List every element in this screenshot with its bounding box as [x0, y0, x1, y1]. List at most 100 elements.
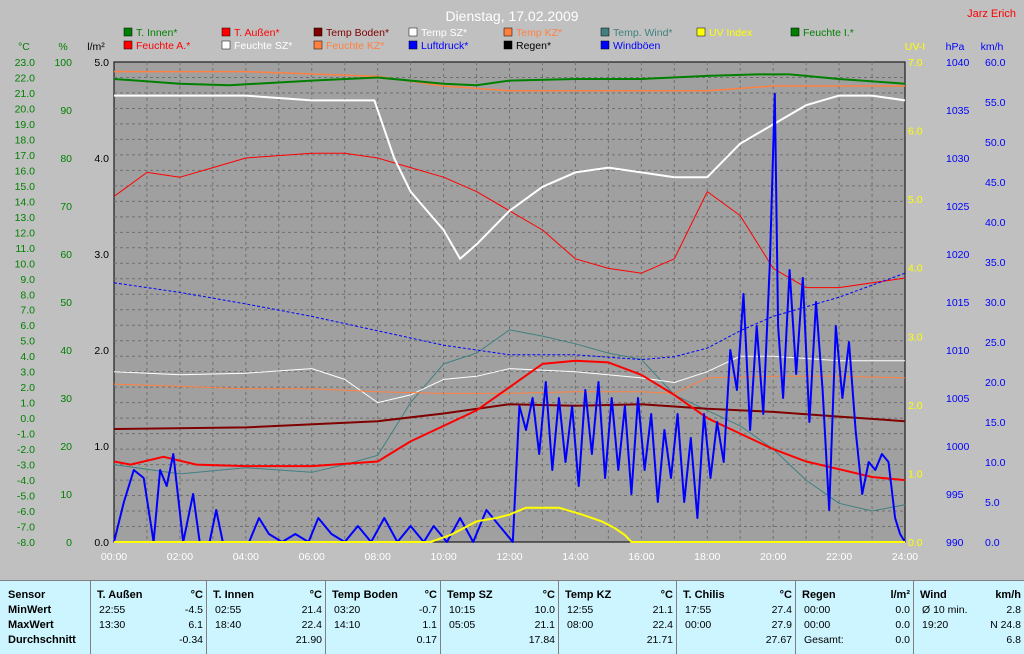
- legend-label: Feuchte I.*: [803, 27, 854, 39]
- temp-tick-label: 7.0: [20, 305, 35, 317]
- temp-tick-label: 17.0: [15, 150, 36, 162]
- weather-chart: Dienstag, 17.02.2009 Jarz Erich T. Innen…: [14, 8, 1016, 563]
- pressure-tick-label: 1010: [946, 345, 970, 357]
- temp-tick-label: 1.0: [20, 398, 35, 410]
- time-tick-label: 06:00: [299, 551, 325, 563]
- uv-tick-label: 5.0: [908, 194, 923, 206]
- legend-swatch: [503, 40, 513, 50]
- wind-tick-label: 10.0: [985, 457, 1006, 469]
- uv-tick-label: 7.0: [908, 57, 923, 69]
- rain-tick-label: 0.0: [94, 537, 109, 549]
- stats-avg-value: 17.84: [528, 634, 555, 646]
- humidity-tick-label: 0: [66, 537, 72, 549]
- pressure-tick-label: 1035: [946, 105, 970, 117]
- series-uv-index: [114, 506, 905, 543]
- pressure-axis-unit: hPa: [946, 41, 965, 53]
- stats-group: T. Innen °C 02:55 21.4 18:40 22.4 21.90: [206, 581, 326, 654]
- time-tick-label: 00:00: [101, 551, 127, 563]
- time-tick-label: 12:00: [496, 551, 522, 563]
- legend-label: Luftdruck*: [421, 40, 468, 52]
- legend-swatch: [600, 27, 610, 37]
- legend-swatch: [123, 40, 133, 50]
- time-tick-label: 20:00: [760, 551, 786, 563]
- stats-max-time: 00:00: [685, 619, 712, 631]
- temp-tick-label: 4.0: [20, 351, 35, 363]
- temp-tick-label: 10.0: [15, 258, 36, 270]
- legend-label: T. Innen*: [136, 27, 177, 39]
- time-tick-label: 10:00: [430, 551, 456, 563]
- grid: [114, 62, 905, 542]
- pressure-tick-label: 1025: [946, 201, 970, 213]
- stats-max-time: 18:40: [215, 619, 242, 631]
- temp-tick-label: 2.0: [20, 382, 35, 394]
- stats-group-unit: °C: [542, 589, 555, 601]
- temp-tick-label: -2.0: [17, 444, 35, 456]
- series-feuchte-sz: [114, 94, 906, 260]
- stats-group-unit: l/m²: [890, 589, 910, 601]
- stats-group: Temp Boden °C 03:20 -0.7 14:10 1.1 0.17: [325, 581, 441, 654]
- time-tick-label: 24:00: [892, 551, 918, 563]
- stats-min-time: 10:15: [449, 604, 476, 616]
- temp-tick-label: 18.0: [15, 134, 36, 146]
- series-temp-wind: [113, 329, 906, 512]
- stats-group-name: Temp Boden: [332, 589, 398, 601]
- stats-group-name: Temp SZ: [447, 589, 493, 601]
- uv-tick-label: 2.0: [908, 400, 923, 412]
- author-label: Jarz Erich: [967, 8, 1016, 20]
- stats-min-time: 03:20: [334, 604, 361, 616]
- wind-tick-label: 55.0: [985, 97, 1006, 109]
- humidity-tick-label: 100: [54, 57, 72, 69]
- humidity-tick-label: 30: [60, 393, 72, 405]
- rain-tick-label: 1.0: [94, 441, 109, 453]
- stats-min-value: 21.1: [652, 604, 673, 616]
- uv-tick-label: 6.0: [908, 126, 923, 138]
- series-t-au-en: [113, 359, 906, 482]
- time-tick-label: 18:00: [694, 551, 720, 563]
- stats-group: Temp SZ °C 10:15 10.0 05:05 21.1 17.84: [440, 581, 559, 654]
- humidity-axis-unit: %: [58, 41, 67, 53]
- wind-tick-label: 40.0: [985, 217, 1006, 229]
- uv-tick-label: 1.0: [908, 468, 923, 480]
- temp-tick-label: -5.0: [17, 491, 35, 503]
- legend-swatch: [221, 27, 231, 37]
- temp-tick-label: 14.0: [15, 196, 36, 208]
- series-temp-kz: [113, 375, 906, 394]
- wind-tick-label: 25.0: [985, 337, 1006, 349]
- series-layer: [113, 70, 906, 543]
- stats-avg-value: 0.0: [895, 634, 910, 646]
- stats-avg-value: 21.71: [646, 634, 673, 646]
- temp-tick-label: -4.0: [17, 475, 35, 487]
- wind-axis-unit: km/h: [981, 41, 1004, 53]
- wind-tick-label: 5.0: [985, 497, 1000, 509]
- rain-tick-label: 4.0: [94, 153, 109, 165]
- pressure-tick-label: 1000: [946, 441, 970, 453]
- stats-group-name: Temp KZ: [565, 589, 612, 601]
- stats-group-name: Regen: [802, 589, 836, 601]
- axes: °C% l/m² UV-I hPa km/h 23.0 22.0 21.0 20.0 19.0 18…: [15, 41, 1006, 563]
- series-t-innen: [113, 73, 906, 87]
- legend-label: T. Außen*: [234, 27, 280, 39]
- stats-row-labels: Sensor MinWert MaxWert Durchschnitt: [0, 581, 90, 654]
- time-tick-label: 16:00: [628, 551, 654, 563]
- legend-label: Temp SZ*: [421, 27, 467, 39]
- stats-max-time: 13:30: [99, 619, 126, 631]
- legend-swatch: [503, 27, 513, 37]
- humidity-tick-label: 90: [60, 105, 72, 117]
- time-tick-label: 04:00: [233, 551, 259, 563]
- temp-tick-label: 16.0: [15, 165, 36, 177]
- legend-label: Feuchte KZ*: [326, 40, 384, 52]
- humidity-tick-label: 50: [60, 297, 72, 309]
- stats-min-time: 12:55: [567, 604, 594, 616]
- time-tick-label: 08:00: [365, 551, 391, 563]
- temp-tick-label: -1.0: [17, 429, 35, 441]
- wind-tick-label: 60.0: [985, 57, 1006, 69]
- stats-header-label: Sensor: [8, 589, 46, 601]
- stats-group-unit: °C: [190, 589, 203, 601]
- temp-tick-label: 20.0: [15, 103, 36, 115]
- legend-swatch: [408, 40, 418, 50]
- temp-tick-label: 0.0: [20, 413, 35, 425]
- stats-min-value: 10.0: [534, 604, 555, 616]
- temp-tick-label: 13.0: [15, 212, 36, 224]
- temp-tick-label: 12.0: [15, 227, 36, 239]
- wind-tick-label: 35.0: [985, 257, 1006, 269]
